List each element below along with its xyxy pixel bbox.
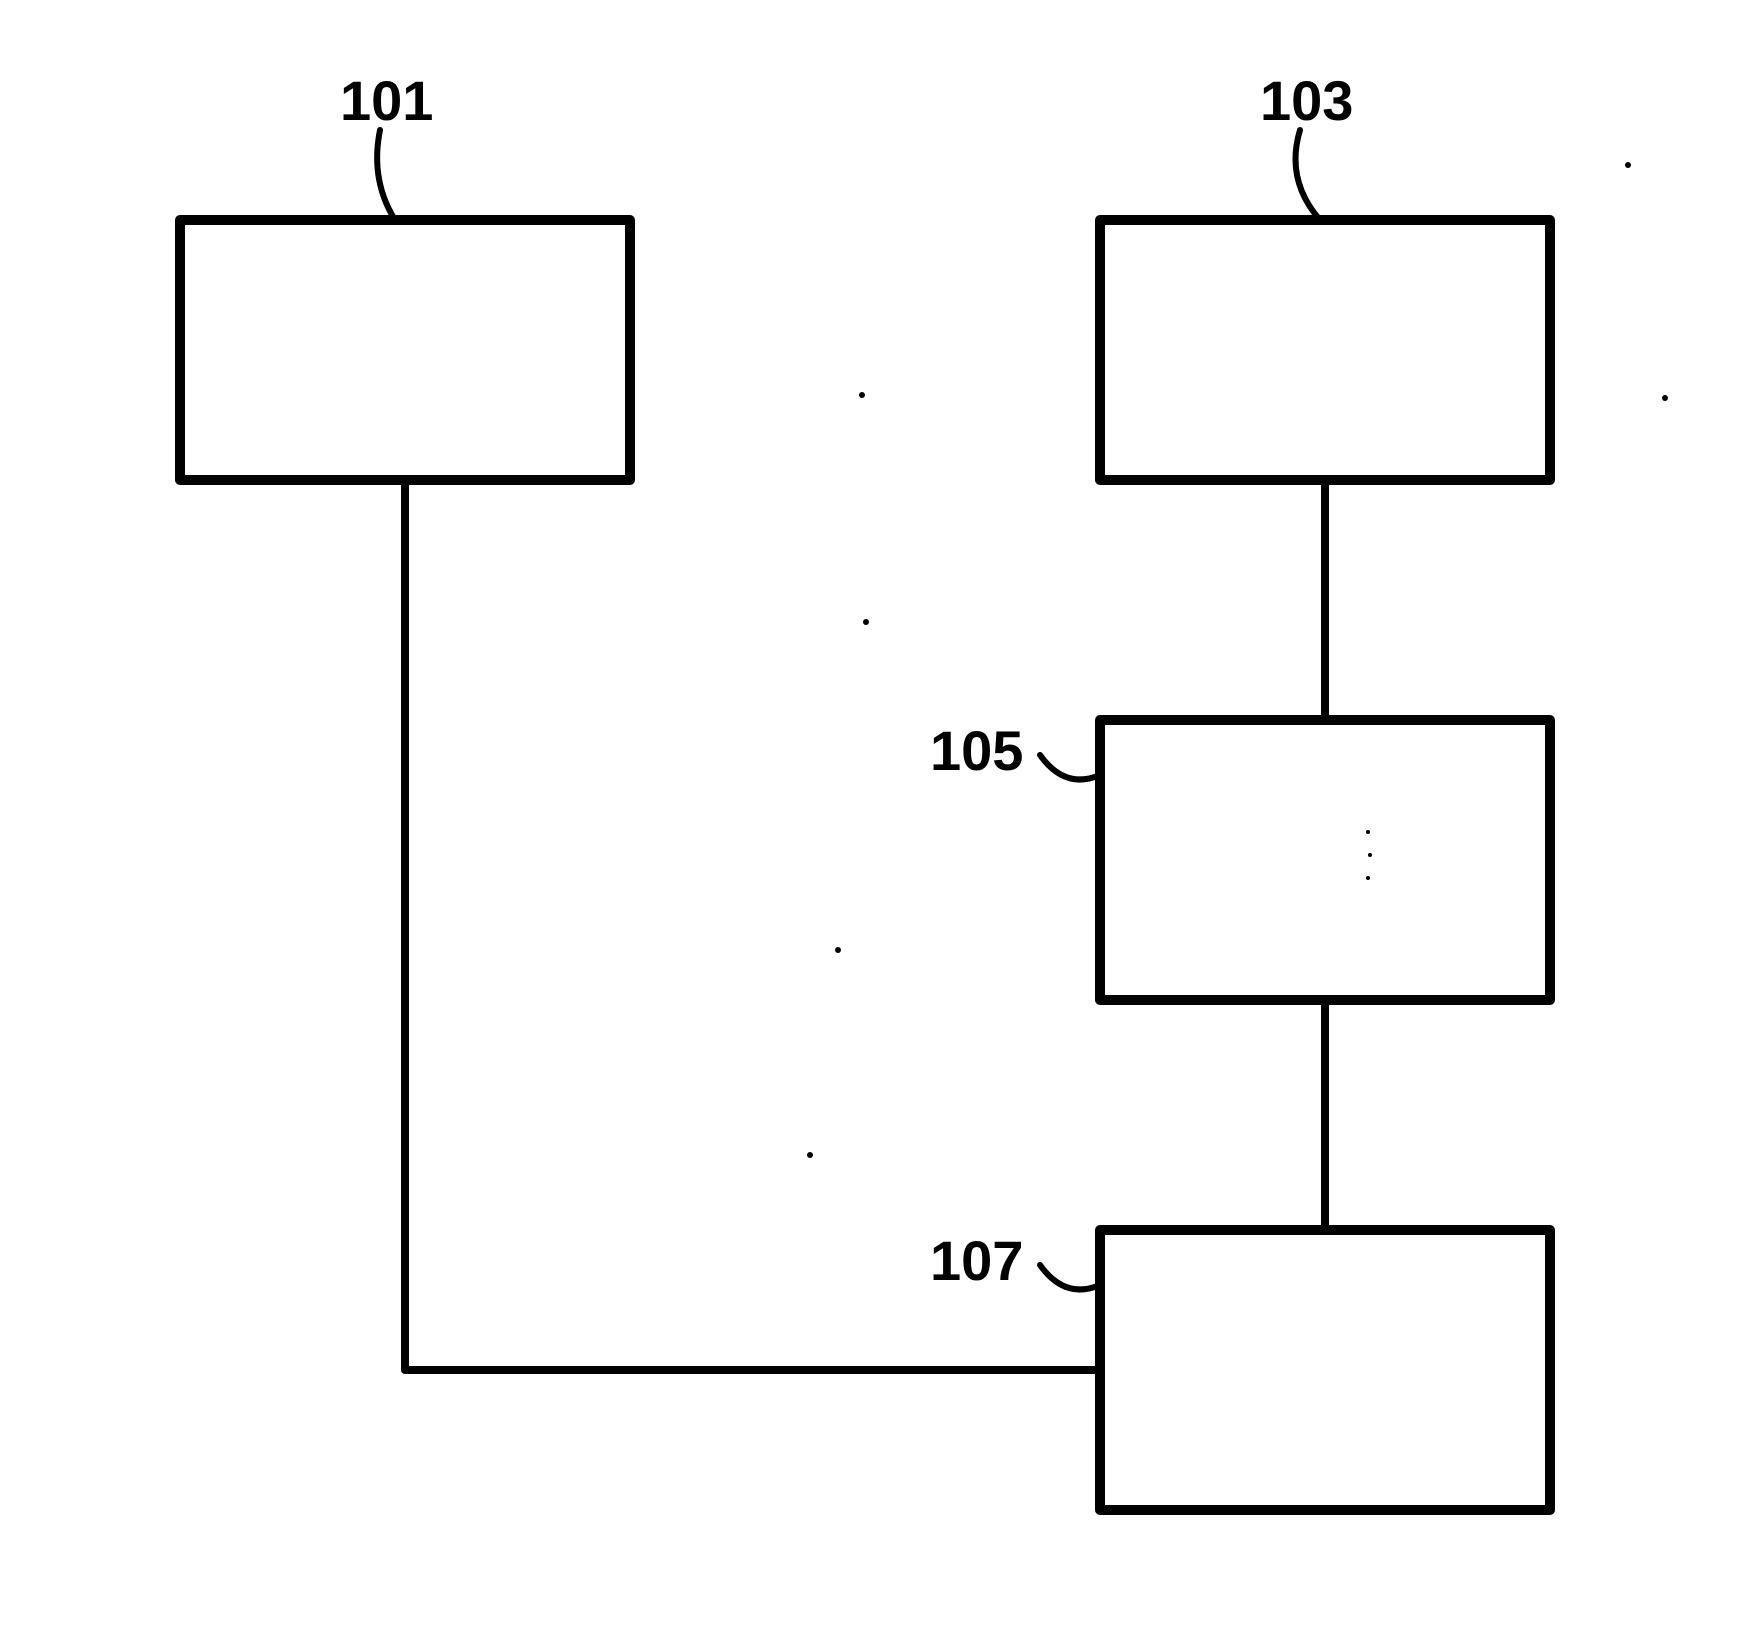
leader-n103: [1296, 130, 1321, 220]
speck-3: [807, 1152, 813, 1158]
speck-7: [1662, 395, 1668, 401]
node-n103: [1100, 220, 1550, 480]
node-label-n105: 105: [930, 719, 1023, 782]
leader-n107: [1040, 1265, 1100, 1290]
node-label-n101: 101: [340, 69, 433, 132]
speck-0: [859, 392, 865, 398]
speck-4: [1366, 830, 1370, 834]
speck-6: [1366, 876, 1370, 880]
speck-5: [1368, 853, 1372, 857]
node-n101: [180, 220, 630, 480]
node-label-n107: 107: [930, 1229, 1023, 1292]
speck-1: [863, 619, 869, 625]
leader-n105: [1040, 755, 1100, 780]
leader-n101: [377, 130, 395, 220]
node-n105: [1100, 720, 1550, 1000]
node-label-n103: 103: [1260, 69, 1353, 132]
speck-2: [835, 947, 841, 953]
node-n107: [1100, 1230, 1550, 1510]
speck-8: [1625, 162, 1631, 168]
